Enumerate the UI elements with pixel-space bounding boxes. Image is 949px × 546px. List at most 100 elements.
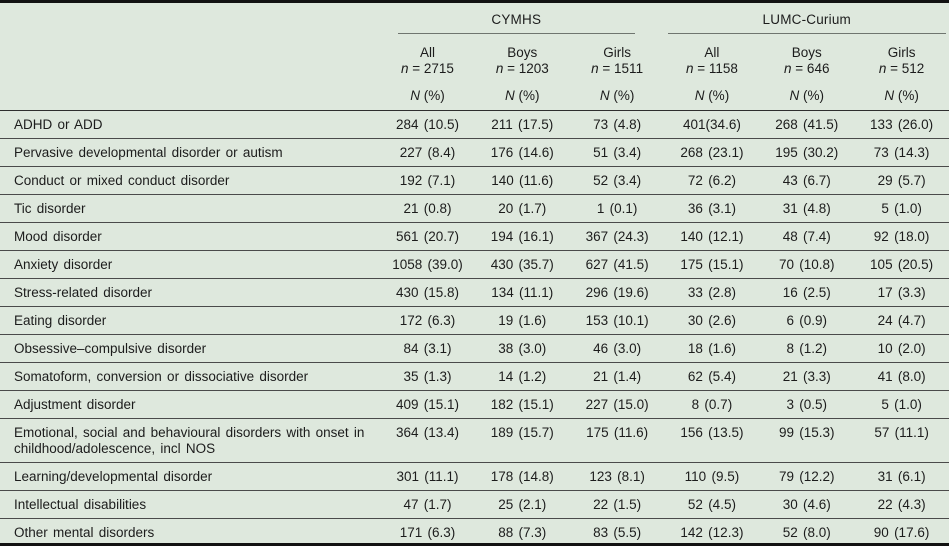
table-row: Tic disorder 21 (0.8) 20 (1.7) 1 (0.1) 3… bbox=[0, 194, 949, 223]
group-label: LUMC-Curium bbox=[667, 3, 946, 34]
cell-value: 72 (6.2) bbox=[664, 166, 760, 195]
column-head-label: Boys bbox=[791, 45, 822, 60]
table-row: Intellectual disabilities 47 (1.7) 25 (2… bbox=[0, 490, 949, 519]
row-label: Adjustment disorder bbox=[0, 390, 381, 419]
cell-value: 35 (1.3) bbox=[380, 362, 475, 391]
column-head-label: Girls bbox=[603, 45, 631, 60]
cell-value: 47 (1.7) bbox=[380, 490, 475, 519]
measure-header: N (%) bbox=[759, 79, 855, 111]
row-label: Tic disorder bbox=[0, 194, 381, 223]
table-row: Stress-related disorder 430 (15.8) 134 (… bbox=[0, 278, 949, 307]
row-label: Other mental disorders bbox=[0, 518, 381, 543]
column-header: Boys n = 646 bbox=[759, 34, 854, 79]
cell-value: 140 (11.6) bbox=[474, 166, 570, 195]
cell-value: 62 (5.4) bbox=[664, 362, 760, 391]
table-row: Emotional, social and behavioural disord… bbox=[0, 418, 949, 463]
cell-value: 140 (12.1) bbox=[664, 222, 760, 251]
cell-value: 52 (3.4) bbox=[569, 166, 665, 195]
column-head-label: All bbox=[704, 45, 720, 60]
cell-value: 171 (6.3) bbox=[380, 518, 475, 543]
column-n: n = 512 bbox=[878, 61, 925, 76]
cell-value: 134 (11.1) bbox=[474, 278, 570, 307]
row-label: Eating disorder bbox=[0, 306, 381, 335]
cell-value: 296 (19.6) bbox=[569, 278, 665, 307]
cell-value: 430 (15.8) bbox=[380, 278, 475, 307]
column-head-label: All bbox=[419, 45, 435, 60]
cell-value: 284 (10.5) bbox=[380, 110, 475, 139]
column-n: n = 1203 bbox=[495, 61, 549, 76]
row-label: Anxiety disorder bbox=[0, 250, 381, 279]
cell-value: 8 (1.2) bbox=[759, 334, 855, 363]
column-header: Boys n = 1203 bbox=[475, 34, 570, 79]
cell-value: 110 (9.5) bbox=[664, 462, 760, 491]
row-label: Pervasive developmental disorder or auti… bbox=[0, 138, 381, 167]
column-header: All n = 1158 bbox=[665, 34, 760, 79]
cell-value: 31 (4.8) bbox=[759, 194, 855, 223]
cell-value: 38 (3.0) bbox=[474, 334, 570, 363]
cell-value: 5 (1.0) bbox=[854, 194, 949, 223]
cell-value: 99 (15.3) bbox=[759, 418, 855, 463]
cell-value: 36 (3.1) bbox=[664, 194, 760, 223]
cell-value: 5 (1.0) bbox=[854, 390, 949, 419]
group-header-row: CYMHS LUMC-Curium bbox=[0, 3, 949, 34]
measure-header: N (%) bbox=[854, 79, 949, 111]
table-row: Mood disorder 561 (20.7) 194 (16.1) 367 … bbox=[0, 222, 949, 251]
cell-value: 142 (12.3) bbox=[664, 518, 760, 543]
measure-header: N (%) bbox=[380, 79, 475, 111]
cell-value: 90 (17.6) bbox=[854, 518, 949, 543]
cell-value: 70 (10.8) bbox=[759, 250, 855, 279]
row-label: Intellectual disabilities bbox=[0, 490, 381, 519]
cell-value: 31 (6.1) bbox=[854, 462, 949, 491]
table-row: Adjustment disorder 409 (15.1) 182 (15.1… bbox=[0, 390, 949, 419]
cell-value: 83 (5.5) bbox=[569, 518, 665, 543]
cell-value: 73 (4.8) bbox=[569, 110, 665, 139]
measure-header: N (%) bbox=[474, 79, 570, 111]
cell-value: 123 (8.1) bbox=[569, 462, 665, 491]
table-row: Pervasive developmental disorder or auti… bbox=[0, 138, 949, 167]
cell-value: 10 (2.0) bbox=[854, 334, 949, 363]
cell-value: 73 (14.3) bbox=[854, 138, 949, 167]
cell-value: 52 (4.5) bbox=[664, 490, 760, 519]
table-row: Conduct or mixed conduct disorder 192 (7… bbox=[0, 166, 949, 195]
cell-value: 51 (3.4) bbox=[569, 138, 665, 167]
cell-value: 30 (2.6) bbox=[664, 306, 760, 335]
cell-value: 46 (3.0) bbox=[569, 334, 665, 363]
cell-value: 3 (0.5) bbox=[759, 390, 855, 419]
row-label: Mood disorder bbox=[0, 222, 381, 251]
row-label: Conduct or mixed conduct disorder bbox=[0, 166, 381, 195]
cell-value: 41 (8.0) bbox=[854, 362, 949, 391]
cell-value: 176 (14.6) bbox=[474, 138, 570, 167]
cell-value: 22 (1.5) bbox=[569, 490, 665, 519]
table-row: Learning/developmental disorder 301 (11.… bbox=[0, 462, 949, 491]
cell-value: 25 (2.1) bbox=[474, 490, 570, 519]
cell-value: 24 (4.7) bbox=[854, 306, 949, 335]
column-header: All n = 2715 bbox=[380, 34, 475, 79]
cell-value: 48 (7.4) bbox=[759, 222, 855, 251]
table-row: Eating disorder 172 (6.3) 19 (1.6) 153 (… bbox=[0, 306, 949, 335]
cell-value: 194 (16.1) bbox=[474, 222, 570, 251]
cell-value: 268 (41.5) bbox=[759, 110, 855, 139]
cell-value: 227 (15.0) bbox=[569, 390, 665, 419]
column-header: Girls n = 512 bbox=[854, 34, 949, 79]
cell-value: 189 (15.7) bbox=[474, 418, 570, 463]
row-label: Stress-related disorder bbox=[0, 278, 381, 307]
table-row: Anxiety disorder 1058 (39.0) 430 (35.7) … bbox=[0, 250, 949, 279]
table-row: Obsessive–compulsive disorder 84 (3.1) 3… bbox=[0, 334, 949, 363]
data-table: CYMHS LUMC-Curium All n = 2715 Boys n = … bbox=[0, 3, 949, 543]
cell-value: 84 (3.1) bbox=[380, 334, 475, 363]
cell-value: 401(34.6) bbox=[664, 110, 760, 139]
cell-value: 301 (11.1) bbox=[380, 462, 475, 491]
corner-cell bbox=[0, 3, 380, 34]
cell-value: 1058 (39.0) bbox=[380, 250, 475, 279]
cell-value: 105 (20.5) bbox=[854, 250, 949, 279]
column-header-row: All n = 2715 Boys n = 1203 Girls n = 151… bbox=[0, 34, 949, 79]
cell-value: 175 (15.1) bbox=[664, 250, 760, 279]
cell-value: 182 (15.1) bbox=[474, 390, 570, 419]
cell-value: 175 (11.6) bbox=[569, 418, 665, 463]
row-label: Emotional, social and behavioural disord… bbox=[0, 418, 381, 463]
cell-value: 561 (20.7) bbox=[380, 222, 475, 251]
cell-value: 211 (17.5) bbox=[474, 110, 570, 139]
row-label: Learning/developmental disorder bbox=[0, 462, 381, 491]
cell-value: 19 (1.6) bbox=[474, 306, 570, 335]
